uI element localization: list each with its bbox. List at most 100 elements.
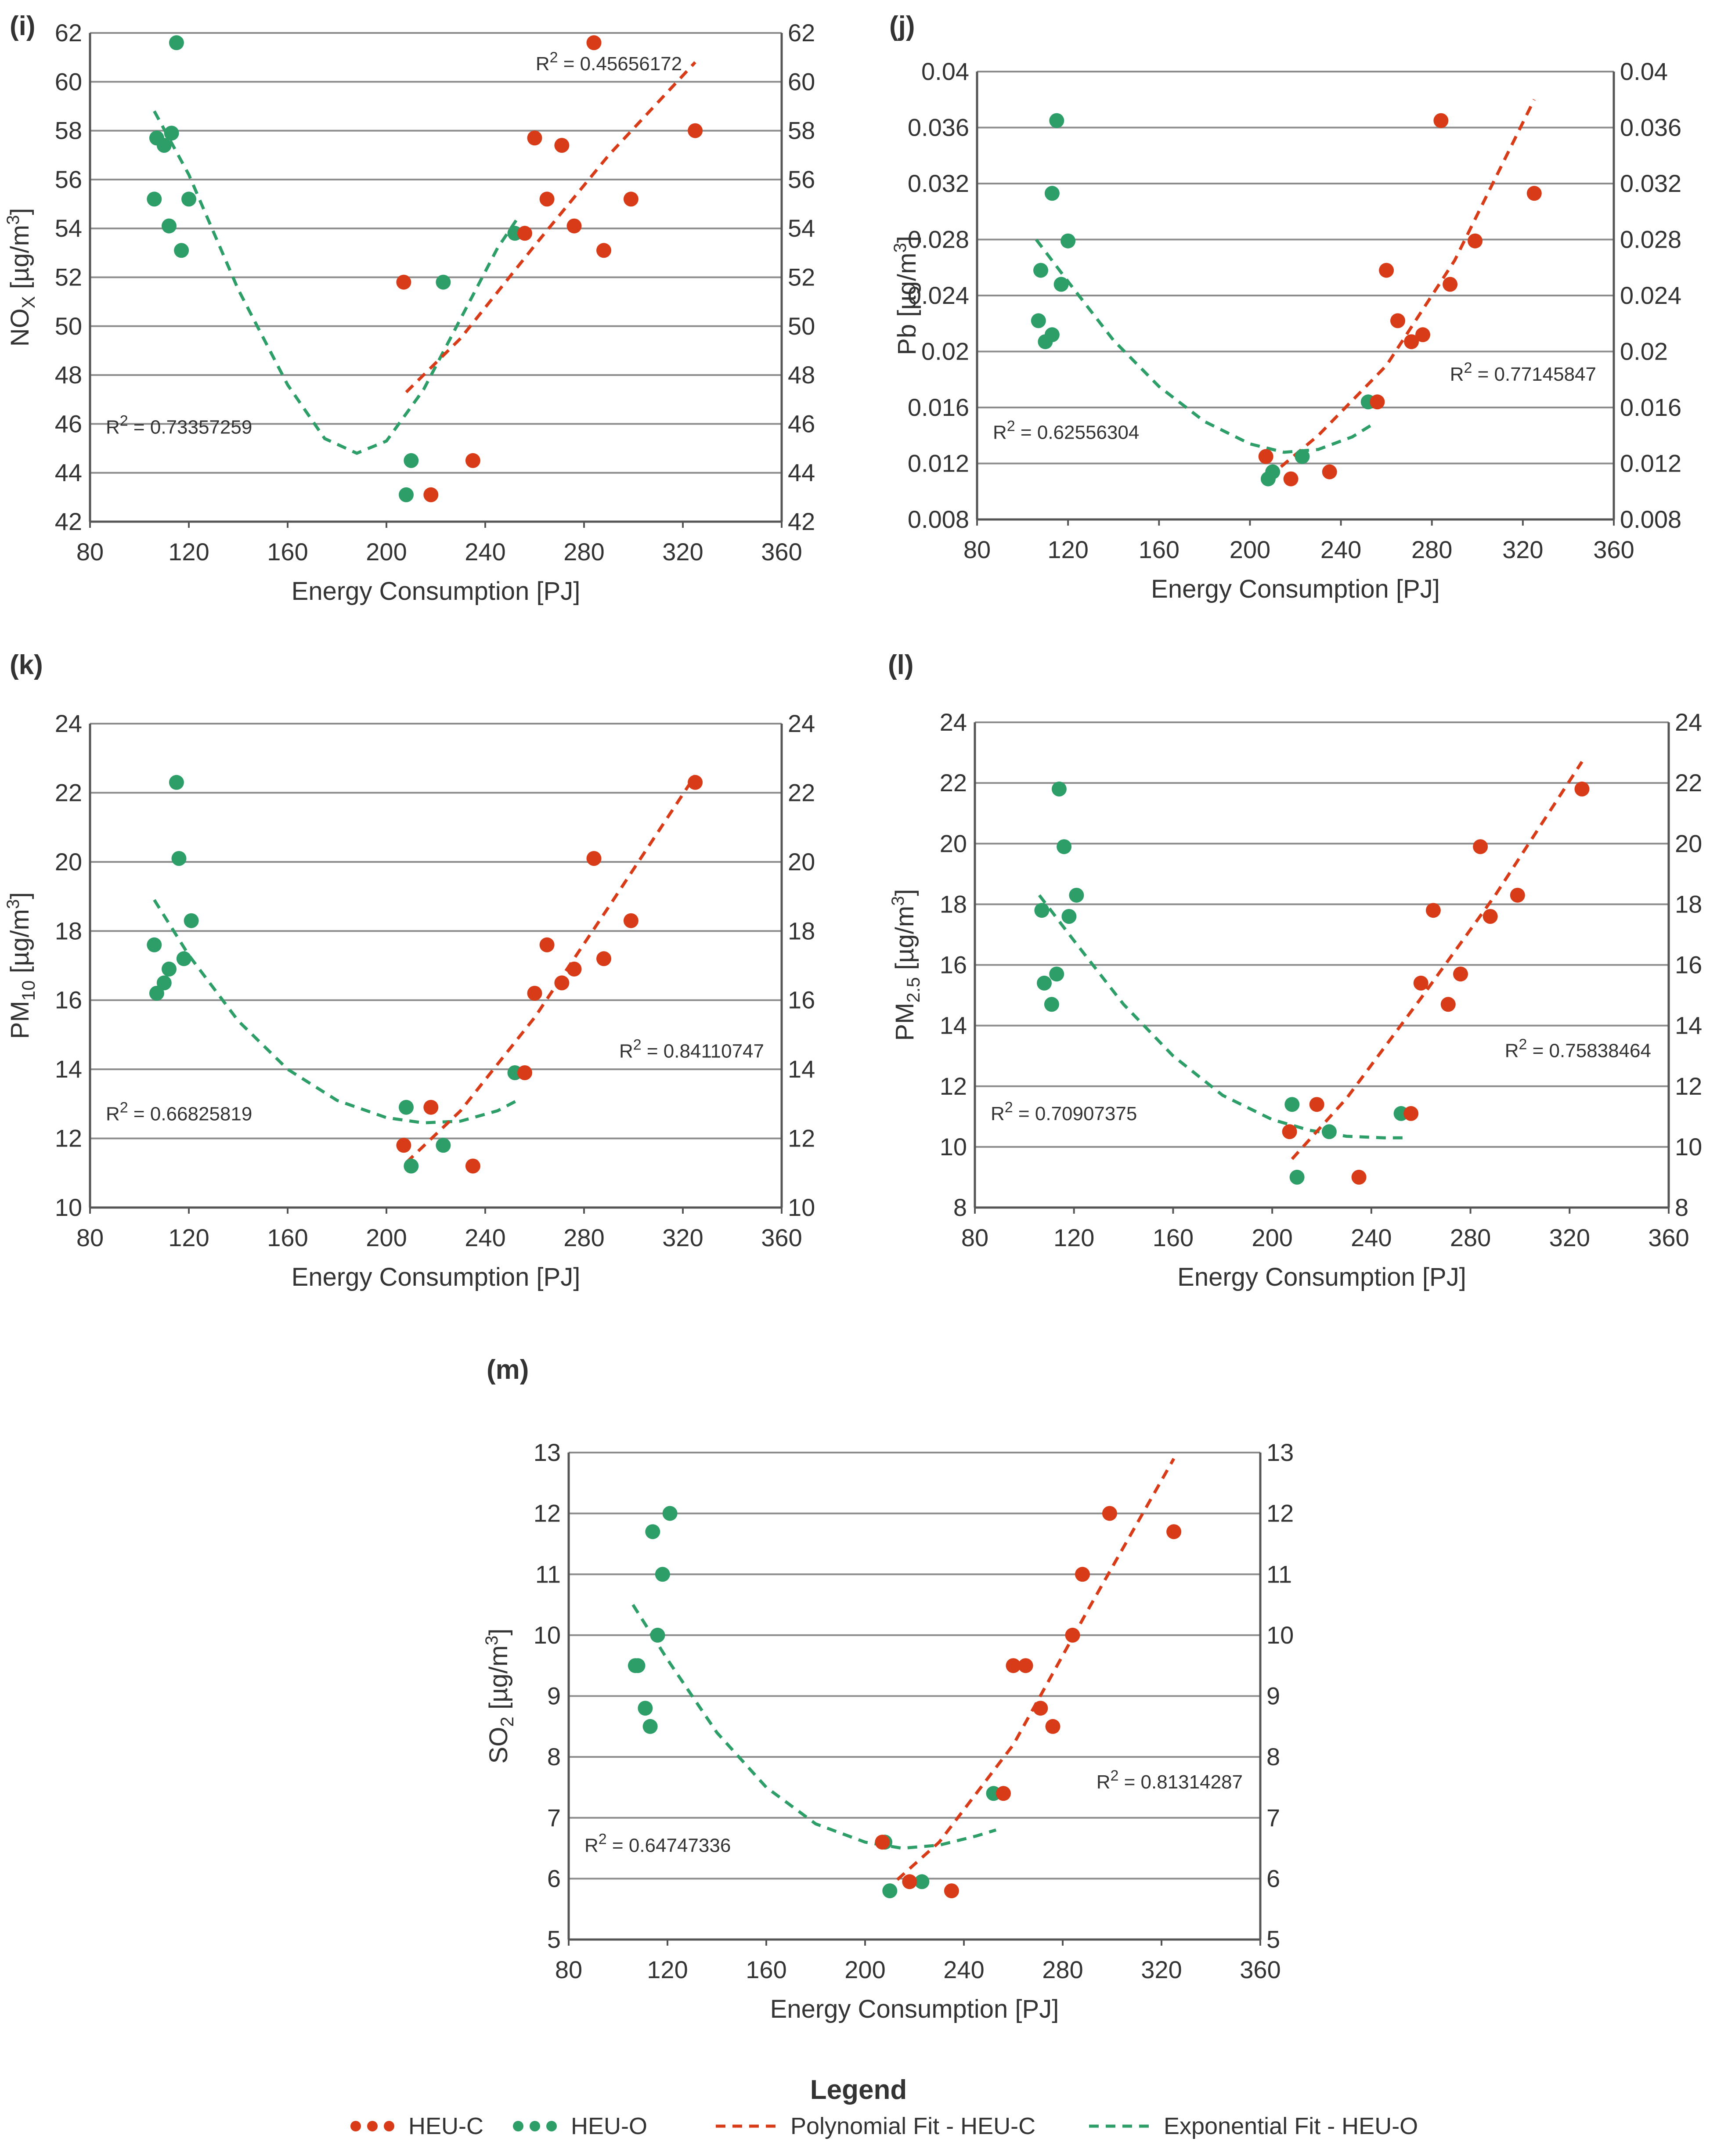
x-tick-label: 320 [1549,1224,1590,1251]
y-tick-label-right: 0.016 [1620,393,1681,421]
y-axis-title: SO2 [µg/m3] [482,1629,517,1764]
data-point [181,191,196,207]
r-squared-label: R2 = 0.62556304 [993,418,1139,443]
y-tick-label-left: 10 [534,1621,561,1649]
y-tick-label-right: 0.02 [1620,338,1668,365]
y-tick-label-left: 14 [940,1012,967,1039]
data-point [156,138,172,153]
y-tick-label-left: 6 [547,1864,561,1892]
data-point [1075,1567,1090,1582]
y-tick-label-right: 22 [788,779,815,806]
y-tick-label-left: 0.032 [908,169,969,197]
data-point [642,1719,658,1734]
y-tick-label-right: 13 [1266,1439,1294,1466]
data-point [1440,997,1456,1012]
panel-label: (i) [10,11,36,41]
y-tick-label-left: 44 [55,459,82,487]
x-tick-label: 240 [465,1224,505,1251]
data-point [688,775,703,790]
y-axis-title: PM10 [µg/m3] [4,892,39,1039]
y-tick-label-right: 48 [788,361,815,389]
y-tick-label-right: 10 [788,1193,815,1221]
data-point [1309,1097,1324,1112]
y-tick-label-left: 0.024 [908,281,969,309]
x-tick-label: 280 [1450,1224,1491,1251]
r-squared-label: R2 = 0.81314287 [1097,1767,1243,1793]
legend-swatch-dot [546,2121,557,2131]
data-point [1031,313,1046,328]
data-point [1283,471,1299,487]
data-point [396,1138,411,1153]
y-tick-label-left: 0.02 [921,338,969,365]
y-tick-label-right: 10 [1675,1133,1702,1161]
y-tick-label-right: 46 [788,410,815,437]
data-point [174,243,189,258]
fit-curve [153,899,518,1125]
data-point [147,191,162,207]
data-point [527,986,542,1001]
fit-curve [1291,761,1584,1160]
data-point [1351,1169,1367,1185]
data-point [638,1701,653,1716]
legend-swatch-dot [367,2121,378,2131]
x-tick-label: 80 [961,1224,988,1251]
data-point [1057,839,1072,854]
legend-label: HEU-C [408,2113,483,2139]
x-tick-label: 160 [746,1956,786,1983]
legend-item: Exponential Fit - HEU-O [1089,2113,1418,2139]
fit-curve [405,775,697,1164]
y-tick-label-right: 0.024 [1620,281,1681,309]
data-point [1321,1124,1337,1139]
y-tick-label-left: 18 [940,890,967,918]
data-point [1284,1097,1300,1112]
data-point [1295,449,1310,464]
data-point [1282,1124,1297,1139]
x-tick-label: 80 [76,538,104,566]
data-point [169,35,184,50]
y-tick-label-left: 50 [55,312,82,340]
panel-label: (l) [888,650,914,680]
y-tick-label-left: 5 [547,1925,561,1953]
y-tick-label-left: 7 [547,1804,561,1832]
r-squared-label: R2 = 0.64747336 [584,1831,731,1856]
r-squared-label: R2 = 0.66825819 [106,1100,252,1125]
y-tick-label-right: 12 [1266,1500,1294,1527]
data-point [184,913,199,928]
y-tick-label-right: 9 [1266,1682,1280,1710]
x-tick-label: 280 [1411,536,1452,563]
y-tick-label-left: 0.04 [921,58,969,85]
data-point [554,975,570,991]
y-tick-label-left: 0.028 [908,226,969,253]
y-tick-label-left: 16 [940,951,967,979]
data-point [539,191,555,207]
y-tick-label-right: 12 [1675,1072,1702,1100]
data-point [1413,975,1428,991]
y-tick-label-right: 58 [788,117,815,144]
x-tick-label: 240 [1351,1224,1392,1251]
x-tick-label: 360 [1240,1956,1281,1983]
x-tick-label: 160 [1139,536,1180,563]
data-point [1051,781,1067,797]
y-tick-label-left: 12 [940,1072,967,1100]
y-tick-label-left: 24 [940,708,967,736]
data-point [162,218,177,234]
y-tick-label-left: 22 [55,779,82,806]
data-point [1265,464,1281,480]
panel-label: (j) [889,11,915,41]
y-tick-label-right: 0.028 [1620,226,1681,253]
data-point [436,274,451,290]
chart-panel: (l) 8 8 10 10 12 12 14 14 16 16 18 18 20 20 22 22 24 24 80 1… [888,650,1702,1291]
y-tick-label-right: 14 [1675,1012,1702,1039]
x-tick-label: 200 [1230,536,1270,563]
fit-curve [1267,99,1536,479]
data-point [882,1883,898,1899]
data-point [1370,394,1385,410]
data-point [630,1658,646,1673]
x-tick-label: 200 [366,1224,407,1251]
data-point [1403,1106,1419,1121]
data-point [1034,903,1050,918]
data-point [1053,277,1069,292]
x-axis-title: Energy Consumption [PJ] [292,577,581,606]
x-tick-label: 320 [662,538,703,566]
data-point [171,851,187,866]
